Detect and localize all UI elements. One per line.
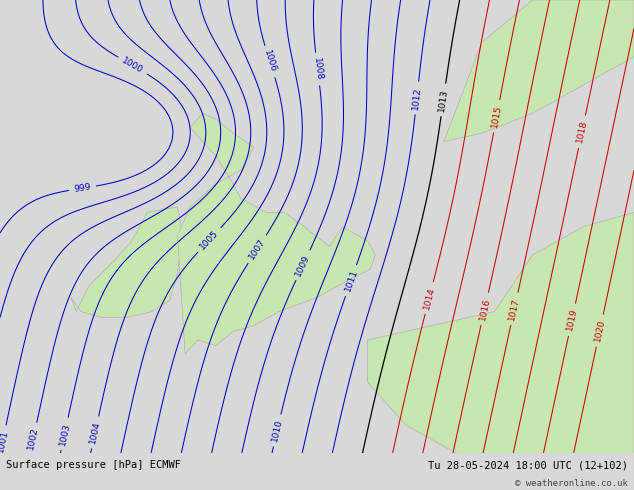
Text: 1017: 1017 xyxy=(508,296,521,321)
Text: 1004: 1004 xyxy=(88,420,102,444)
Text: 1001: 1001 xyxy=(0,429,10,454)
Text: 1009: 1009 xyxy=(294,253,312,277)
Text: 1008: 1008 xyxy=(312,57,323,81)
Text: 1019: 1019 xyxy=(565,308,579,332)
Text: 1000: 1000 xyxy=(120,56,145,75)
Text: 1015: 1015 xyxy=(490,104,503,128)
Polygon shape xyxy=(368,213,634,453)
Polygon shape xyxy=(71,207,183,318)
Text: 1016: 1016 xyxy=(478,296,491,321)
Text: 1018: 1018 xyxy=(575,120,589,144)
Text: Surface pressure [hPa] ECMWF: Surface pressure [hPa] ECMWF xyxy=(6,460,181,470)
Text: 1006: 1006 xyxy=(262,49,278,74)
Text: Tu 28-05-2024 18:00 UTC (12+102): Tu 28-05-2024 18:00 UTC (12+102) xyxy=(428,460,628,470)
Text: 1020: 1020 xyxy=(593,318,607,343)
Text: 1002: 1002 xyxy=(27,427,40,451)
Text: 1011: 1011 xyxy=(343,269,359,293)
Text: 1005: 1005 xyxy=(198,228,221,251)
Text: © weatheronline.co.uk: © weatheronline.co.uk xyxy=(515,479,628,488)
Text: 1013: 1013 xyxy=(437,88,450,112)
Text: 1012: 1012 xyxy=(411,86,423,110)
Polygon shape xyxy=(178,113,375,354)
Text: 1010: 1010 xyxy=(270,418,284,443)
Polygon shape xyxy=(444,0,634,142)
Text: 999: 999 xyxy=(74,182,92,194)
Text: 1014: 1014 xyxy=(422,286,436,310)
Text: 1007: 1007 xyxy=(247,237,267,261)
Text: 1003: 1003 xyxy=(58,422,72,446)
